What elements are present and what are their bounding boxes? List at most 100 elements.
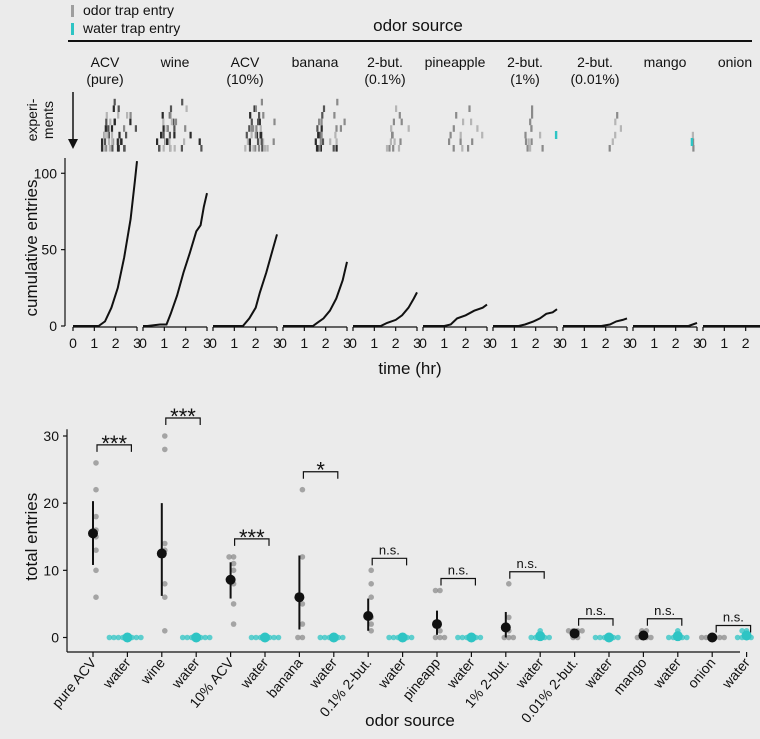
raster-odor-entry bbox=[322, 105, 326, 112]
water-point bbox=[115, 634, 122, 641]
raster-odor-entry bbox=[619, 125, 622, 132]
raster-odor-entry bbox=[120, 138, 123, 145]
raster-odor-entry bbox=[162, 131, 165, 139]
cum-ylabel: cumulative entries bbox=[22, 179, 41, 316]
odor-point bbox=[368, 628, 375, 634]
raster-odor-entry bbox=[476, 125, 479, 132]
odor-mean-point bbox=[638, 630, 649, 641]
cum-x-tick-label: 1 bbox=[160, 335, 168, 351]
bottom-y-tick-label: 0 bbox=[51, 630, 59, 646]
odor-mean-point bbox=[294, 592, 305, 603]
raster-odor-entry bbox=[467, 145, 470, 152]
raster-odor-entry bbox=[245, 131, 248, 139]
cum-x-tick-label: 3 bbox=[693, 335, 701, 351]
odor-point bbox=[368, 594, 375, 600]
odor-point bbox=[93, 486, 99, 493]
raster-odor-entry bbox=[527, 138, 530, 145]
raster-odor-entry bbox=[262, 138, 265, 145]
cum-x-tick-label: 0 bbox=[69, 335, 77, 351]
cum-x-tick-label: 0 bbox=[489, 335, 497, 351]
odor-point bbox=[506, 614, 512, 621]
raster-odor-entry bbox=[258, 112, 261, 119]
raster-odor-entry bbox=[183, 138, 186, 145]
raster-water-entry bbox=[690, 138, 694, 146]
raster-odor-entry bbox=[170, 118, 173, 126]
raster-odor-entry bbox=[250, 118, 253, 126]
significance-label: n.s. bbox=[448, 562, 469, 577]
raster-odor-entry bbox=[334, 131, 337, 139]
significance-bracket bbox=[440, 577, 476, 586]
cum-x-tick-label: 2 bbox=[252, 335, 260, 351]
water-point bbox=[179, 634, 186, 641]
raster-odor-entry bbox=[611, 138, 614, 145]
raster-odor-entry bbox=[335, 138, 338, 145]
odor-point bbox=[432, 634, 439, 641]
cum-x-tick-label: 3 bbox=[203, 335, 211, 351]
significance-label: n.s. bbox=[723, 610, 744, 625]
facet-label: (pure) bbox=[86, 71, 123, 87]
water-point bbox=[138, 634, 144, 641]
top-xlabel: time (hr) bbox=[378, 359, 441, 378]
cum-x-tick-label: 1 bbox=[300, 335, 308, 351]
raster-odor-entry bbox=[173, 125, 176, 132]
raster-odor-entry bbox=[399, 138, 402, 145]
bottom-y-tick-label: 10 bbox=[43, 562, 59, 578]
cum-x-tick-label: 2 bbox=[742, 335, 750, 351]
raster-odor-entry bbox=[318, 145, 321, 152]
odor-mean-point bbox=[225, 574, 236, 585]
odor-point bbox=[162, 594, 168, 600]
raster-odor-entry bbox=[169, 112, 172, 119]
raster-odor-entry bbox=[407, 125, 410, 132]
raster-odor-entry bbox=[117, 105, 120, 112]
water-point bbox=[271, 634, 277, 641]
raster-odor-entry bbox=[526, 145, 529, 152]
raster-odor-entry bbox=[481, 131, 484, 139]
odor-mean-point bbox=[707, 632, 718, 643]
odor-point bbox=[230, 567, 237, 574]
cum-x-tick-label: 0 bbox=[349, 335, 357, 351]
cum-y-tick-label: 0 bbox=[49, 318, 57, 334]
odor-point bbox=[716, 634, 723, 641]
water-point bbox=[340, 634, 346, 641]
raster-odor-entry bbox=[254, 131, 257, 139]
raster-odor-entry bbox=[168, 131, 171, 139]
odor-point bbox=[93, 594, 99, 600]
water-point bbox=[666, 634, 672, 641]
significance-bracket bbox=[96, 444, 132, 452]
cum-x-tick-label: 3 bbox=[273, 335, 281, 351]
water-point bbox=[202, 634, 208, 641]
raster-odor-entry bbox=[332, 145, 335, 152]
raster-odor-entry bbox=[161, 112, 164, 119]
raster-odor-entry bbox=[125, 131, 128, 139]
raster-odor-entry bbox=[259, 131, 262, 139]
odor-point bbox=[162, 446, 168, 453]
odor-point bbox=[368, 581, 375, 587]
raster-odor-entry bbox=[455, 112, 458, 119]
raster-odor-entry bbox=[529, 145, 532, 152]
raster-odor-entry bbox=[116, 138, 119, 145]
cumulative-line bbox=[633, 321, 698, 327]
raster-odor-entry bbox=[459, 138, 462, 145]
legend-odor-swatch bbox=[71, 5, 74, 17]
raster-odor-entry bbox=[336, 98, 339, 106]
cum-x-tick-label: 1 bbox=[370, 335, 378, 351]
raster-odor-entry bbox=[254, 105, 257, 112]
bottom-ylabel: total entries bbox=[22, 493, 41, 581]
raster-odor-entry bbox=[181, 98, 184, 106]
odor-point bbox=[437, 587, 443, 594]
cum-x-tick-label: 3 bbox=[483, 335, 491, 351]
significance-bracket bbox=[646, 618, 683, 626]
raster-ylabel-line1: experi- bbox=[24, 98, 40, 141]
significance-label: *** bbox=[101, 431, 127, 456]
raster-odor-entry bbox=[393, 138, 396, 145]
cum-x-tick-label: 1 bbox=[230, 335, 238, 351]
raster-odor-entry bbox=[452, 145, 455, 152]
odor-point bbox=[162, 433, 168, 439]
cum-x-tick-label: 2 bbox=[322, 335, 330, 351]
water-point bbox=[546, 634, 552, 641]
raster-odor-entry bbox=[129, 118, 132, 126]
raster-odor-entry bbox=[189, 131, 192, 139]
raster-odor-entry bbox=[318, 118, 321, 126]
cum-x-tick-label: 2 bbox=[462, 335, 470, 351]
